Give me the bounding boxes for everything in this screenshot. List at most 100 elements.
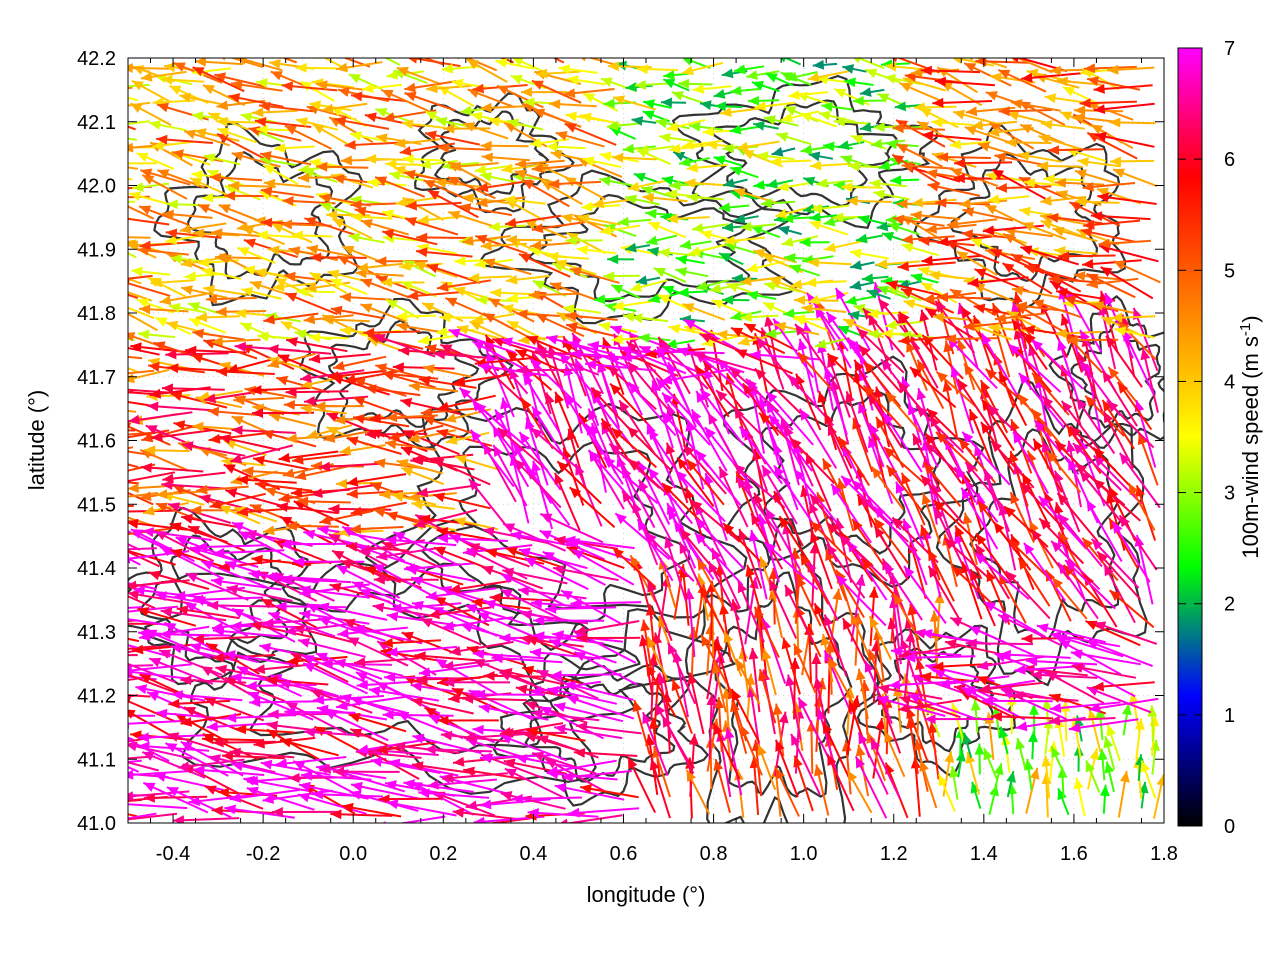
wind-arrow-head — [185, 573, 198, 583]
wind-arrow-head — [139, 240, 151, 251]
wind-arrow-head — [888, 679, 901, 690]
wind-arrow-head — [664, 536, 674, 549]
wind-arrow-head — [770, 156, 782, 167]
wind-arrow-head — [222, 751, 234, 761]
wind-arrow-head — [970, 238, 983, 248]
wind-arrow-head — [847, 770, 858, 783]
wind-arrow-head — [533, 631, 545, 642]
wind-arrow-head — [426, 263, 439, 274]
wind-arrow-head — [257, 331, 269, 342]
wind-arrow-head — [985, 171, 998, 182]
wind-arrow-shaft — [128, 471, 176, 483]
wind-arrow-head — [661, 175, 674, 186]
wind-arrow-head — [298, 792, 311, 803]
wind-arrow-head — [511, 793, 523, 804]
wind-arrow-head — [1051, 540, 1063, 553]
wind-arrow-head — [326, 427, 339, 437]
wind-arrow-head — [740, 221, 752, 232]
wind-arrow-head — [928, 565, 939, 578]
wind-arrow-head — [762, 254, 775, 264]
wind-arrow-head — [311, 789, 324, 800]
wind-arrow-shaft — [1099, 303, 1117, 370]
wind-arrow-head — [886, 465, 898, 478]
wind-arrow-shaft — [128, 491, 154, 506]
wind-arrow-head — [368, 686, 381, 697]
wind-arrow-shaft — [666, 403, 690, 470]
wind-arrow-head — [407, 58, 418, 64]
wind-arrow-head — [1093, 479, 1105, 491]
wind-arrow-head — [924, 714, 936, 725]
wind-arrow-head — [497, 427, 510, 439]
wind-arrow-head — [808, 294, 820, 305]
wind-arrow-shaft — [890, 649, 962, 657]
wind-arrow-head — [964, 126, 977, 136]
wind-arrow-head — [648, 428, 659, 441]
wind-arrow-head — [363, 327, 375, 338]
wind-arrow-head — [85, 662, 96, 672]
wind-arrow-head — [319, 515, 332, 525]
wind-arrow-head — [723, 178, 735, 188]
wind-arrow-head — [298, 164, 310, 174]
wind-arrow-head — [1064, 295, 1076, 306]
wind-arrow-head — [395, 197, 408, 207]
wind-arrow-head — [306, 244, 319, 255]
wind-arrow-head — [469, 478, 480, 491]
wind-arrow-head — [877, 286, 890, 296]
wind-arrow-head — [554, 535, 566, 546]
wind-arrow-shaft — [424, 748, 493, 753]
wind-arrow-head — [375, 133, 388, 144]
wind-arrow-head — [423, 180, 436, 190]
wind-arrow-shaft — [627, 381, 677, 437]
wind-arrow-shaft — [128, 282, 171, 297]
wind-arrow-head — [653, 267, 666, 277]
wind-arrow-head — [425, 344, 437, 354]
wind-arrow-head — [503, 758, 516, 769]
wind-arrow-shaft — [642, 711, 669, 777]
wind-arrow-head — [293, 556, 305, 567]
wind-arrow-head — [465, 800, 478, 811]
wind-arrow-head — [225, 560, 238, 571]
wind-arrow-head — [213, 547, 225, 558]
wind-arrow-head — [106, 728, 118, 738]
wind-arrow-head — [401, 467, 414, 477]
wind-arrow-head — [622, 143, 635, 154]
wind-arrow-shaft — [1036, 376, 1052, 447]
wind-arrow-head — [128, 373, 135, 384]
wind-arrow-head — [883, 447, 896, 459]
wind-arrow-shaft — [964, 679, 1036, 693]
wind-arrow-head — [490, 287, 502, 298]
wind-arrow-shaft — [563, 538, 635, 550]
wind-arrow-head — [248, 569, 261, 580]
colorbar-tick-label: 6 — [1224, 149, 1235, 171]
wind-arrow-shaft — [188, 793, 260, 804]
wind-arrow-head — [104, 520, 116, 529]
wind-arrow-head — [156, 489, 168, 499]
wind-arrow-head — [288, 246, 301, 256]
wind-arrow-shaft — [207, 604, 275, 608]
wind-arrow-head — [516, 365, 528, 376]
wind-arrow-head — [776, 132, 789, 142]
wind-arrow-head — [981, 333, 992, 346]
wind-arrow-head — [977, 660, 989, 671]
wind-arrow-head — [858, 215, 870, 225]
wind-arrow-shaft — [492, 444, 528, 507]
wind-arrow-head — [1112, 521, 1123, 534]
wind-arrow-head — [555, 131, 568, 141]
wind-arrow-head — [193, 765, 205, 776]
wind-arrow-head — [344, 140, 356, 150]
wind-arrow-head — [266, 729, 279, 740]
wind-arrow-head — [681, 65, 694, 76]
wind-arrow-head — [903, 299, 916, 309]
wind-arrow-head — [627, 361, 639, 374]
wind-arrow-head — [64, 576, 75, 586]
wind-arrow-head — [565, 111, 577, 122]
wind-arrow-head — [518, 586, 530, 596]
wind-arrow-shaft — [462, 544, 533, 554]
wind-arrow-shaft — [281, 58, 298, 64]
wind-arrow-head — [128, 518, 139, 529]
wind-arrow-head — [775, 208, 788, 219]
wind-arrow-shaft — [575, 724, 642, 735]
wind-arrow-head — [794, 295, 806, 306]
wind-arrow-shaft — [472, 652, 544, 660]
